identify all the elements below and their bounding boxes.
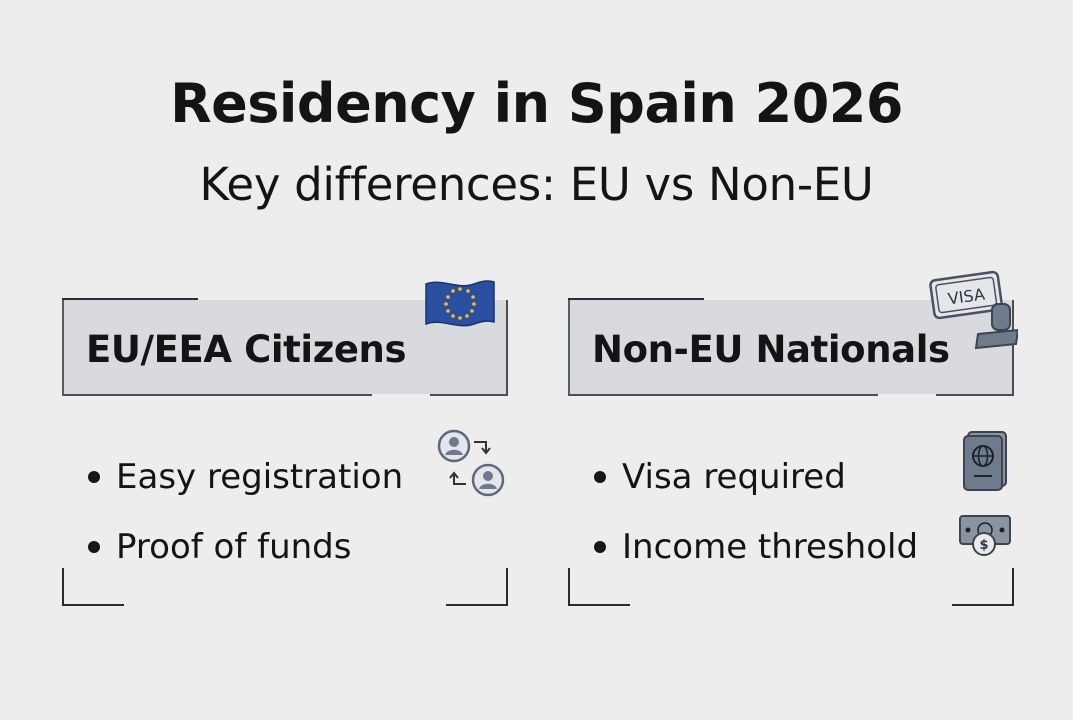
card-header: Non-EU Nationals (568, 298, 1014, 396)
page-subtitle: Key differences: EU vs Non-EU (199, 158, 874, 211)
money-icon: $ (959, 515, 1011, 556)
corner-bracket (952, 568, 1014, 606)
list-item: Easy registration (88, 442, 403, 512)
list-item: Proof of funds (88, 512, 403, 582)
visa-stamp-icon: VISA (929, 270, 1018, 350)
corner-bracket (62, 568, 124, 606)
user-swap-icon (437, 429, 505, 497)
svg-text:$: $ (979, 538, 988, 553)
visa-stamp-label: VISA (947, 284, 986, 308)
eu-citizens-card: EU/EEA Citizens Easy registration Proof … (62, 280, 508, 608)
page-title: Residency in Spain 2026 (170, 72, 903, 135)
bullet-label: Proof of funds (116, 527, 352, 567)
bullet-label: Visa required (622, 457, 846, 497)
corner-bracket (568, 568, 630, 606)
bullet-label: Income threshold (622, 527, 919, 567)
corner-bracket (446, 568, 508, 606)
bullet-list: Easy registration Proof of funds (88, 442, 403, 582)
eu-flag-icon (425, 280, 495, 327)
bullet-dot (594, 541, 606, 553)
list-item: Visa required (594, 442, 918, 512)
passport-icon (963, 431, 1007, 491)
card-heading: EU/EEA Citizens (86, 328, 407, 371)
card-heading: Non-EU Nationals (592, 328, 950, 371)
bullet-list: Visa required Income threshold (594, 442, 918, 582)
bullet-label: Easy registration (116, 457, 404, 497)
bullet-dot (88, 471, 100, 483)
bullet-dot (88, 541, 100, 553)
non-eu-nationals-card: Non-EU Nationals VISA Visa required Inco… (568, 270, 1018, 608)
list-item: Income threshold (594, 512, 918, 582)
bullet-dot (594, 471, 606, 483)
